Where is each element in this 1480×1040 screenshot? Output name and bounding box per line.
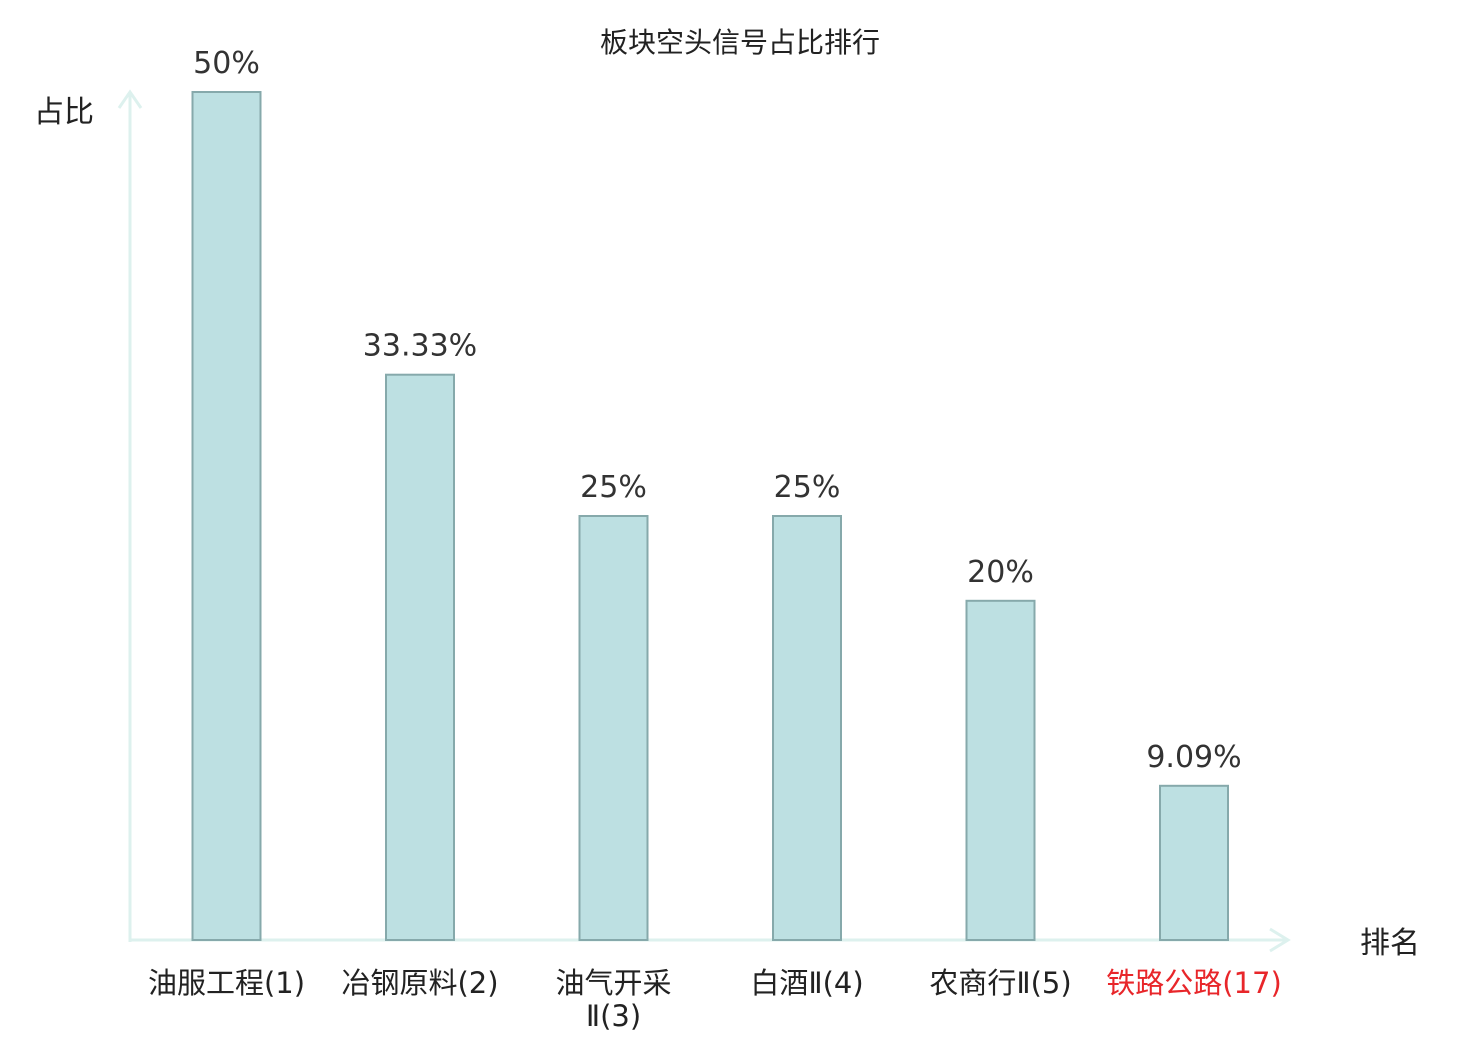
category-label-3-line-1: 油气开采 [555,966,671,1000]
category-label-4: 白酒Ⅱ(4) [750,966,863,1000]
bars-group [191,91,1229,941]
category-label-2: 冶钢原料(2) [341,966,498,1000]
category-label-3-line-2: Ⅱ(3) [586,999,641,1033]
category-label-1: 油服工程(1) [148,966,305,1000]
value-label-2: 33.33% [363,329,477,364]
y-axis-arrow-icon [117,89,143,109]
x-axis-label: 排名 [1360,926,1420,961]
value-label-5: 20% [967,555,1034,590]
x-axis-arrow-icon [1269,927,1291,953]
category-label-5: 农商行Ⅱ(5) [929,966,1071,1000]
value-label-1: 50% [193,46,260,81]
value-label-3: 25% [580,470,647,505]
bar-1 [191,91,262,941]
bar-5 [965,599,1036,941]
value-label-4: 25% [774,470,841,505]
axes [117,89,1291,953]
bar-3 [578,515,649,941]
value-label-6: 9.09% [1146,740,1241,775]
chart-title: 板块空头信号占比排行 [600,26,880,59]
bar-6 [1159,784,1229,941]
y-axis-label: 占比 [34,95,94,130]
bar-2 [385,373,455,941]
bar-4 [772,515,842,941]
value-labels-group: 50% 33.33% 25% 25% 20% 9.09% [193,46,1242,775]
category-label-6: 铁路公路(17) [1106,966,1282,1000]
